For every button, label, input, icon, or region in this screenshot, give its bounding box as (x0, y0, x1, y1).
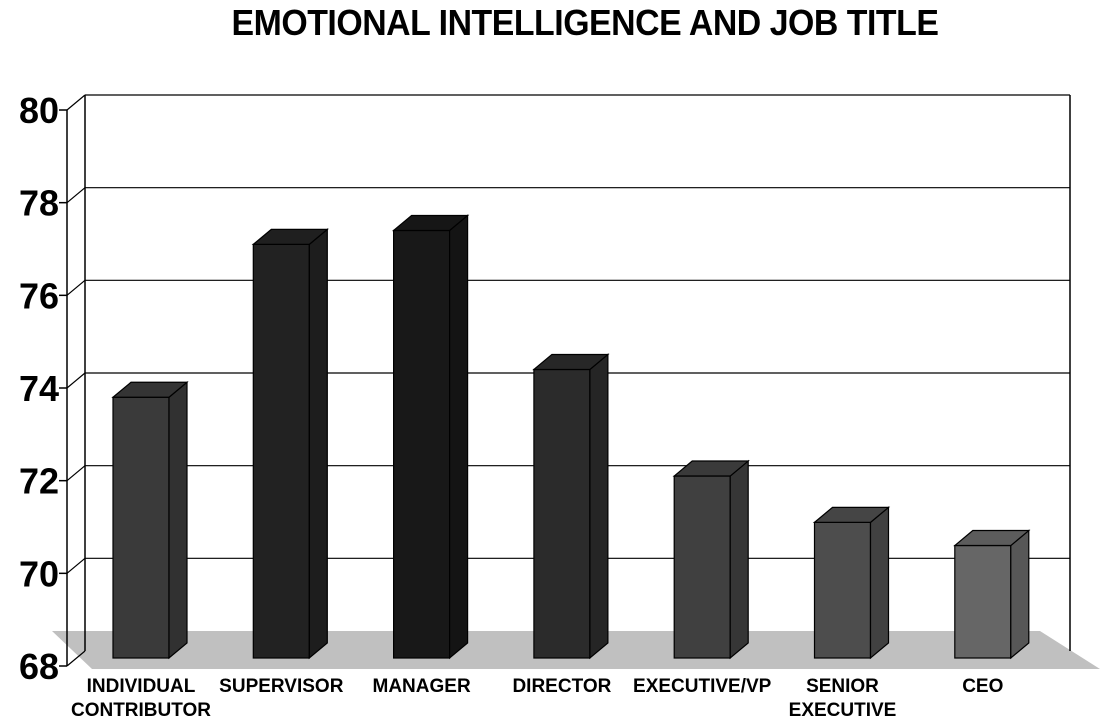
y-tick-label-78: 78 (19, 183, 59, 224)
bar-3-side (589, 353, 609, 660)
y-tick-label-68: 68 (19, 646, 59, 687)
x-tick-label-3: DIRECTOR (512, 676, 611, 697)
x-tick-label-6: CEO (962, 676, 1003, 697)
bar-5-top (812, 506, 891, 523)
y-depth-line-78 (66, 187, 86, 204)
y-tick-label-72: 72 (19, 461, 59, 502)
x-tick-label-0: INDIVIDUAL CONTRIBUTOR (71, 676, 211, 720)
x-tick-label-5: SENIOR EXECUTIVE (789, 676, 897, 720)
bar-4-front (673, 475, 731, 659)
bar-4-top (672, 460, 750, 477)
chart-title: EMOTIONAL INTELLIGENCE AND JOB TITLE (231, 2, 939, 43)
bar-1-front (252, 243, 310, 659)
y-depth-line-76 (66, 279, 86, 296)
x-tick-label-2: MANAGER (373, 676, 471, 697)
bar-0-top (111, 381, 189, 398)
y-tick-label-74: 74 (19, 368, 59, 409)
bar-3-front (533, 368, 591, 659)
bar-2-side (449, 214, 469, 660)
y-tick-label-70: 70 (19, 553, 59, 594)
bar-3-top (532, 353, 610, 371)
bar-1-side (308, 228, 328, 660)
y-depth-line-74 (66, 372, 86, 389)
y-depth-line-72 (66, 465, 86, 482)
y-tick-label-76: 76 (19, 275, 59, 316)
y-tick-label-80: 80 (19, 90, 59, 131)
bar-6-top (953, 529, 1031, 547)
bar-5-side (869, 506, 890, 660)
bar-6-front (954, 544, 1012, 659)
bar-0-side (168, 380, 188, 660)
y-depth-line-70 (66, 557, 86, 574)
bar-1-top (251, 228, 329, 245)
bar-0-front (112, 396, 170, 659)
bar-4-side (729, 459, 749, 660)
y-depth-line-80 (66, 94, 86, 111)
x-tick-label-4: EXECUTIVE/VP (633, 676, 772, 697)
x-tick-label-1: SUPERVISOR (219, 676, 344, 697)
bar-2-front (393, 229, 451, 659)
y-depth-line-68 (66, 650, 86, 667)
bar-5-front (813, 521, 872, 659)
bar-6-side (1010, 529, 1030, 660)
bar-2-top (391, 214, 470, 232)
